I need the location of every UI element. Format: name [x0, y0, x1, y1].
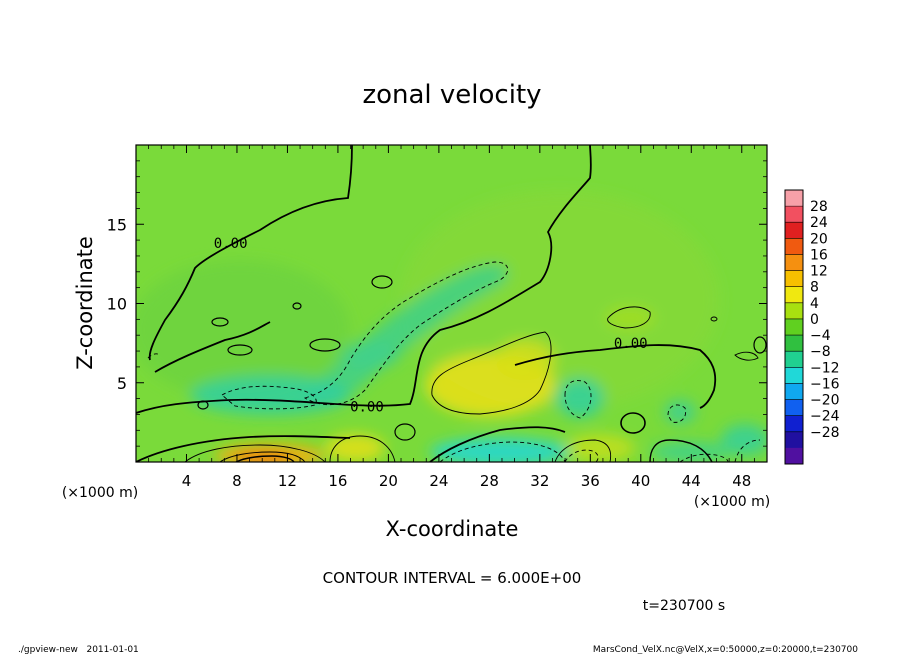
colorbar-swatch [785, 415, 803, 433]
colorbar-swatch [785, 254, 803, 271]
contour-label: 0.00 [350, 399, 384, 415]
colorbar-swatch [785, 351, 803, 368]
colorbar-swatch [785, 270, 803, 288]
chart-title: zonal velocity [362, 80, 541, 110]
colorbar-label: 8 [810, 280, 819, 296]
colorbar-swatch [785, 222, 803, 239]
colorbar-swatch [785, 335, 803, 352]
colorbar-swatch [785, 447, 803, 465]
field-shading [136, 190, 767, 462]
x-tick-label: 12 [278, 472, 297, 490]
x-tick-label: 44 [682, 472, 701, 490]
footer-right: MarsCond_VelX.nc@VelX,x=0:50000,z=0:2000… [593, 645, 858, 654]
contour-label: 0.00 [214, 236, 248, 252]
x-tick-label: 4 [182, 472, 192, 490]
contour-labels: 0.00 0.00 0.00 [214, 236, 648, 415]
y-tick-label: 15 [107, 215, 127, 234]
x-tick-label: 36 [581, 472, 600, 490]
y-tick-label: 5 [117, 374, 127, 393]
x-tick-label: 24 [429, 472, 448, 490]
contour-interval-label: CONTOUR INTERVAL = 6.000E+00 [323, 569, 582, 587]
colorbar-label: 20 [810, 231, 828, 247]
x-tick-label: 16 [328, 472, 347, 490]
x-tick-label: 8 [232, 472, 242, 490]
colorbar-label: 28 [810, 199, 828, 215]
y-axis-label: Z-coordinate [73, 236, 97, 370]
colorbar-label: −20 [810, 393, 840, 409]
footer-left: ./gpview-new 2011-01-01 [18, 645, 139, 654]
colorbar-label: 16 [810, 247, 828, 263]
x-tick-label: 28 [480, 472, 499, 490]
x-tick-label: 20 [379, 472, 398, 490]
colorbar-swatch [785, 238, 803, 255]
colorbar-label: 0 [810, 312, 819, 328]
colorbar-label: −28 [810, 425, 840, 441]
colorbar-label: 4 [810, 296, 819, 312]
x-unit-label: (×1000 m) [694, 494, 770, 510]
colorbar-swatch [785, 431, 803, 449]
colorbar-label: −16 [810, 376, 840, 392]
contour-lines [136, 145, 767, 462]
colorbar-label: 12 [810, 264, 828, 280]
colorbar-label: 24 [810, 215, 828, 231]
colorbar-label: −24 [810, 409, 840, 425]
y-unit-label: (×1000 m) [62, 485, 138, 501]
colorbar-swatch [785, 190, 803, 207]
colorbar-swatch [785, 206, 803, 223]
colorbar-swatch [785, 302, 803, 320]
colorbar-label: −12 [810, 360, 840, 376]
x-tick-label: 40 [631, 472, 650, 490]
colorbar-label: −8 [810, 344, 831, 360]
colorbar-swatch [785, 367, 803, 384]
colorbar-swatch [785, 286, 803, 304]
colorbar-swatch [785, 318, 803, 336]
contour-label: 0.00 [614, 336, 648, 352]
time-label: t=230700 s [643, 598, 725, 614]
colorbar-swatch [785, 399, 803, 416]
x-tick-label: 48 [732, 472, 751, 490]
y-tick-label: 10 [107, 295, 127, 314]
x-tick-label: 32 [530, 472, 549, 490]
x-axis-label: X-coordinate [386, 517, 519, 541]
colorbar-frame [784, 189, 804, 465]
colorbar-label: −4 [810, 328, 831, 344]
colorbar-swatch [785, 383, 803, 400]
